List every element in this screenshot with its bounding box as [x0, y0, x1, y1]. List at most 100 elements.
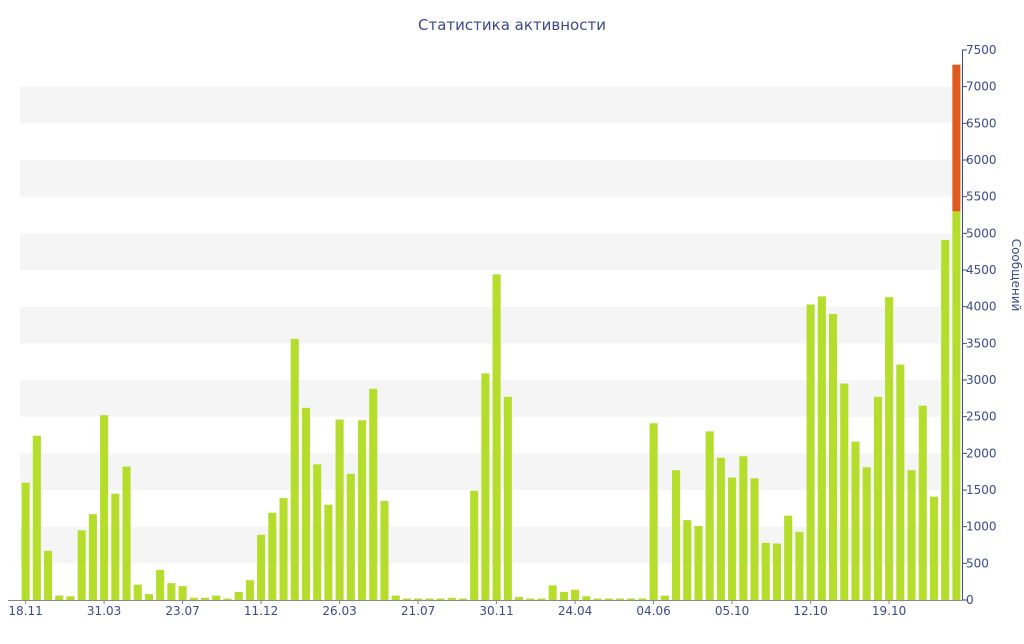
grid-band [20, 160, 962, 197]
bar [88, 514, 97, 600]
bar [627, 598, 636, 600]
x-tick-label: 19.10 [872, 604, 906, 618]
bar [593, 598, 602, 600]
bar [873, 396, 882, 600]
x-tick-label: 05.10 [715, 604, 749, 618]
y-tick-label: 7000 [966, 80, 997, 94]
x-tick-label: 21.07 [401, 604, 435, 618]
bar [918, 405, 927, 600]
bar [615, 598, 625, 600]
y-tick-label: 2000 [966, 446, 997, 460]
bar [559, 591, 568, 600]
bar [245, 580, 254, 600]
bar [761, 542, 770, 600]
bar [234, 591, 243, 600]
bar-max-marker [952, 64, 961, 212]
bar [133, 584, 142, 600]
y-tick-label: 7500 [966, 43, 997, 57]
bar [716, 457, 725, 600]
bar [671, 470, 681, 600]
y-tick-label: 3000 [966, 373, 997, 387]
bar [200, 597, 210, 600]
bar [458, 598, 468, 600]
bar [369, 388, 378, 600]
x-tick-label: 30.11 [479, 604, 513, 618]
bar [885, 297, 894, 600]
x-tick-label: 12.10 [793, 604, 827, 618]
bar [907, 470, 916, 600]
y-tick-label: 500 [966, 556, 989, 570]
bar [795, 531, 804, 600]
x-tick-label: 31.03 [87, 604, 121, 618]
y-axis-title: Сообщений [1009, 239, 1023, 312]
bar [941, 239, 950, 600]
y-tick-label: 6000 [966, 153, 997, 167]
bar [335, 419, 344, 600]
bar [481, 373, 490, 600]
y-tick-label: 4500 [966, 263, 997, 277]
bar [739, 456, 748, 600]
bar [32, 435, 41, 600]
bar [301, 407, 311, 600]
bar [503, 396, 512, 600]
y-tick-label: 1000 [966, 520, 997, 534]
grid-band [20, 453, 962, 490]
bar [784, 515, 793, 600]
bar [43, 550, 53, 600]
bar [324, 504, 333, 600]
bar [604, 598, 613, 600]
bar [223, 598, 232, 600]
bar [402, 598, 411, 600]
bar [582, 596, 591, 600]
bar [638, 598, 647, 600]
x-tick-label: 11.12 [244, 604, 278, 618]
bar [728, 477, 737, 600]
bar [649, 423, 658, 600]
bar [952, 211, 961, 601]
bar [571, 589, 580, 600]
y-tick-label: 5500 [966, 190, 997, 204]
bar [526, 598, 535, 600]
bar [66, 596, 75, 600]
x-tick-label: 18.11 [8, 604, 42, 618]
bar [537, 598, 546, 600]
bar [156, 569, 165, 600]
bar [414, 598, 423, 600]
y-tick-label: 0 [966, 593, 974, 607]
bar [705, 431, 714, 600]
x-tick-label: 26.03 [322, 604, 356, 618]
bar [346, 473, 355, 600]
bar [257, 534, 266, 600]
y-tick-label: 2500 [966, 410, 997, 424]
chart-title: Статистика активности [418, 16, 606, 34]
bar [279, 498, 288, 600]
bar [391, 595, 400, 600]
bar [144, 594, 154, 600]
y-tick-label: 3500 [966, 336, 997, 350]
bar [290, 338, 299, 600]
bar [772, 543, 782, 600]
bar [313, 464, 322, 600]
bar [929, 496, 939, 600]
bar [862, 467, 871, 600]
bar [111, 493, 120, 600]
bar [212, 595, 221, 600]
bar [896, 364, 905, 600]
bar [470, 490, 479, 600]
y-tick-label: 4000 [966, 300, 997, 314]
bar [167, 583, 176, 600]
bar [492, 274, 501, 600]
bar [514, 597, 524, 600]
x-tick-label: 24.04 [558, 604, 592, 618]
bar [77, 530, 86, 600]
bar [178, 586, 187, 600]
bar [694, 525, 703, 600]
bar [683, 520, 692, 600]
bar [840, 383, 849, 600]
bar [548, 585, 557, 600]
bar [357, 420, 367, 600]
y-tick-label: 1500 [966, 483, 997, 497]
grid-band [20, 380, 962, 417]
